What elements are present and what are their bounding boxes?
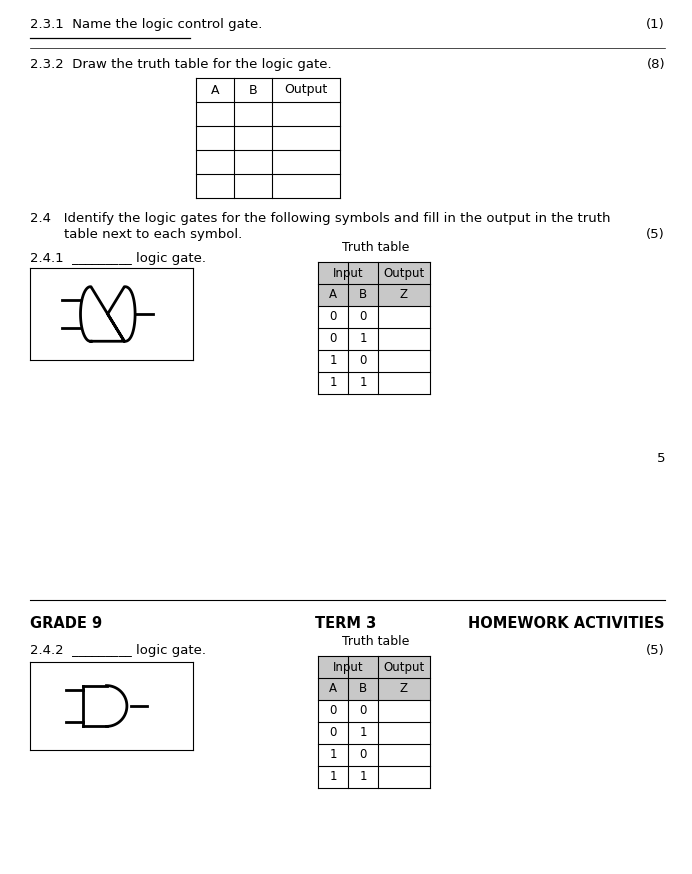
Text: 2.3.1  Name the logic control gate.: 2.3.1 Name the logic control gate. bbox=[30, 18, 262, 31]
Bar bbox=[318, 656, 430, 678]
Text: 1: 1 bbox=[359, 771, 367, 783]
Text: Input: Input bbox=[333, 267, 363, 280]
Text: A: A bbox=[329, 288, 337, 302]
Text: Output: Output bbox=[284, 84, 327, 96]
Text: 2.4   Identify the logic gates for the following symbols and fill in the output : 2.4 Identify the logic gates for the fol… bbox=[30, 212, 610, 225]
Text: Input: Input bbox=[333, 661, 363, 674]
Text: B: B bbox=[248, 84, 257, 96]
Text: 0: 0 bbox=[329, 332, 337, 345]
Text: 1: 1 bbox=[329, 748, 337, 761]
Text: Truth table: Truth table bbox=[343, 635, 410, 648]
Text: 2.4.2  _________ logic gate.: 2.4.2 _________ logic gate. bbox=[30, 644, 206, 657]
Text: B: B bbox=[359, 288, 367, 302]
Bar bbox=[318, 262, 430, 284]
Text: GRADE 9: GRADE 9 bbox=[30, 616, 102, 631]
Text: 0: 0 bbox=[329, 704, 337, 718]
Text: 2.4.1  _________ logic gate.: 2.4.1 _________ logic gate. bbox=[30, 252, 206, 265]
Text: Truth table: Truth table bbox=[343, 241, 410, 254]
Text: 0: 0 bbox=[359, 704, 367, 718]
Bar bbox=[318, 678, 430, 700]
Text: 1: 1 bbox=[329, 355, 337, 367]
Text: TERM 3: TERM 3 bbox=[316, 616, 376, 631]
Text: (1): (1) bbox=[646, 18, 665, 31]
Text: 1: 1 bbox=[329, 771, 337, 783]
Text: 0: 0 bbox=[359, 355, 367, 367]
Text: Output: Output bbox=[383, 661, 425, 674]
Text: 0: 0 bbox=[329, 726, 337, 739]
Text: (5): (5) bbox=[646, 644, 665, 657]
Text: B: B bbox=[359, 683, 367, 696]
Text: A: A bbox=[329, 683, 337, 696]
Text: Output: Output bbox=[383, 267, 425, 280]
Text: Z: Z bbox=[400, 288, 408, 302]
Text: 0: 0 bbox=[359, 310, 367, 323]
Text: 1: 1 bbox=[359, 377, 367, 390]
Text: (8): (8) bbox=[646, 58, 665, 71]
Text: 0: 0 bbox=[359, 748, 367, 761]
Text: table next to each symbol.: table next to each symbol. bbox=[30, 228, 242, 241]
Bar bbox=[318, 284, 430, 306]
Text: HOMEWORK ACTIVITIES: HOMEWORK ACTIVITIES bbox=[468, 616, 665, 631]
Text: 1: 1 bbox=[359, 726, 367, 739]
Text: 1: 1 bbox=[329, 377, 337, 390]
Text: Z: Z bbox=[400, 683, 408, 696]
Text: 5: 5 bbox=[657, 452, 665, 465]
Text: (5): (5) bbox=[646, 228, 665, 241]
Text: A: A bbox=[211, 84, 219, 96]
Text: 0: 0 bbox=[329, 310, 337, 323]
Text: 1: 1 bbox=[359, 332, 367, 345]
Text: 2.3.2  Draw the truth table for the logic gate.: 2.3.2 Draw the truth table for the logic… bbox=[30, 58, 331, 71]
